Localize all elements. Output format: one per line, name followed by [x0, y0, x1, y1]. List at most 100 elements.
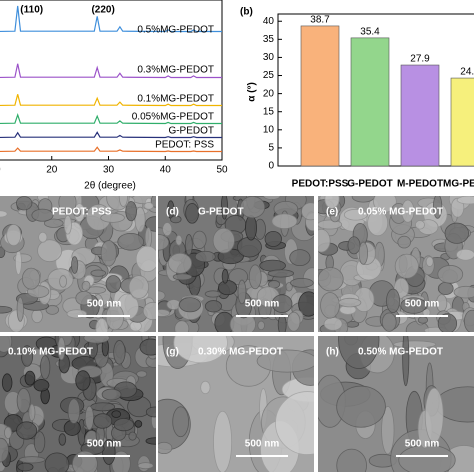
grain	[220, 196, 228, 220]
grain	[257, 320, 265, 331]
grain	[143, 202, 154, 210]
x-tick-label: 10	[0, 165, 1, 176]
panel-label: (b)	[240, 7, 253, 18]
grain	[100, 212, 125, 223]
grain	[402, 336, 410, 387]
scale-bar-label: 500 nm	[87, 299, 122, 310]
grain	[71, 256, 79, 274]
sem-image: (g) 0.30% MG-PEDOT 500 nm	[158, 336, 314, 472]
peak-label: (110)	[20, 5, 43, 16]
grain	[178, 297, 202, 313]
grain	[144, 226, 153, 249]
grain	[0, 336, 13, 353]
grain	[118, 196, 128, 207]
x-tick-label: MG-PEDOT	[443, 179, 474, 190]
grain	[264, 230, 282, 247]
grain	[347, 236, 361, 255]
y-tick-label: 40	[263, 16, 275, 27]
grain	[394, 253, 419, 279]
x-tick-label: M-PEDOT	[397, 179, 443, 190]
grain	[84, 405, 94, 431]
y-tick-label: 10	[263, 124, 275, 135]
series-label: 0.5%MG-PEDOT	[137, 25, 214, 36]
xrd-trace	[0, 5, 222, 33]
xrd-trace	[0, 146, 222, 153]
grain	[128, 275, 150, 299]
y-tick-label: 0	[268, 161, 274, 172]
value-label: 27.9	[410, 54, 430, 65]
grain	[217, 280, 238, 296]
grain	[386, 288, 401, 314]
grain	[100, 240, 117, 267]
xrd-trace	[0, 113, 222, 125]
grain	[401, 199, 415, 223]
x-tick-label: PEDOT:PSS	[292, 179, 349, 190]
grain	[33, 379, 50, 392]
grain	[158, 441, 173, 455]
grain	[175, 234, 183, 246]
grain	[381, 405, 395, 455]
grain	[58, 196, 77, 214]
bar	[350, 37, 390, 167]
grain	[453, 285, 474, 299]
grain	[185, 203, 200, 224]
grain	[185, 234, 193, 256]
panel-title: 0.30% MG-PEDOT	[198, 347, 283, 358]
grain	[397, 235, 411, 249]
grain	[15, 250, 22, 276]
grain	[456, 248, 474, 261]
grain	[277, 314, 287, 332]
grain	[4, 426, 13, 439]
grain	[298, 291, 314, 317]
grain	[237, 279, 247, 305]
scale-bar-label: 500 nm	[87, 439, 122, 450]
y-tick-label: 15	[263, 106, 275, 117]
grain	[145, 437, 156, 445]
grain	[415, 220, 425, 230]
grain	[162, 222, 173, 237]
grain	[125, 201, 137, 222]
grain	[136, 370, 148, 378]
grain	[174, 320, 190, 332]
grain	[290, 278, 314, 288]
grain	[158, 309, 171, 317]
grain	[83, 336, 110, 344]
grain	[90, 402, 116, 412]
grain	[285, 282, 293, 292]
y-tick-label: 35	[263, 34, 275, 45]
grain	[31, 308, 43, 324]
grain	[16, 387, 31, 414]
panel-label: (d)	[166, 207, 179, 218]
grain	[168, 252, 192, 274]
grain	[275, 391, 314, 455]
grain	[301, 202, 314, 221]
grain	[289, 249, 311, 267]
grain	[15, 196, 33, 211]
grain	[194, 250, 216, 263]
panel-title: PEDOT: PSS	[52, 207, 112, 218]
grain	[381, 312, 397, 332]
grain	[93, 413, 113, 429]
grain	[18, 456, 46, 464]
y-axis-title: α (°)	[247, 82, 258, 102]
grain	[95, 317, 109, 332]
grain	[17, 462, 34, 472]
grain	[237, 236, 262, 258]
y-tick-label: 5	[268, 143, 274, 154]
grain	[135, 245, 156, 273]
grain	[24, 370, 36, 386]
grain	[44, 452, 70, 472]
grain	[343, 208, 368, 221]
grain	[21, 267, 41, 290]
grain	[101, 388, 122, 401]
grain	[16, 421, 38, 440]
grain	[113, 340, 126, 365]
grain	[318, 267, 344, 292]
panel-title: 0.10% MG-PEDOT	[8, 347, 93, 358]
grain	[432, 196, 443, 219]
sem-image: PEDOT: PSS 500 nm	[0, 196, 156, 332]
grain	[336, 385, 386, 428]
scale-bar-label: 500 nm	[245, 299, 280, 310]
grain	[271, 294, 293, 313]
grain	[323, 317, 343, 331]
